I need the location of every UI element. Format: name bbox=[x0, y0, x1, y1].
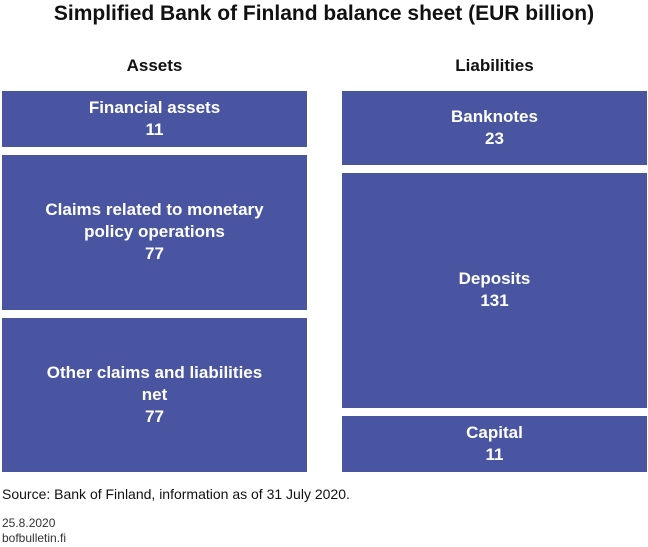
box-value: 23 bbox=[485, 129, 504, 149]
box-label: Deposits bbox=[458, 269, 531, 289]
date: 25.8.2020 bbox=[2, 516, 56, 530]
box-value: 131 bbox=[480, 291, 509, 311]
column: Liabilities Banknotes 23 Deposits 131 Capital… bbox=[342, 56, 647, 472]
box-label: Claims related to monetary policy operat… bbox=[45, 200, 264, 242]
column-header: Liabilities bbox=[455, 56, 534, 75]
box-label: Other claims and liabilities net bbox=[46, 362, 263, 404]
column: Assets Financial assets 11 Claims related t… bbox=[2, 56, 307, 472]
chart-title: Simplified Bank of Finland balance sheet… bbox=[53, 2, 595, 25]
box-value: 11 bbox=[485, 444, 504, 464]
box-label: Financial assets bbox=[88, 98, 221, 118]
box: Capital 11 bbox=[342, 415, 647, 472]
box: Financial assets 11 bbox=[2, 91, 307, 148]
box-value: 11 bbox=[145, 120, 164, 140]
box: Other claims and liabilities net 77 bbox=[2, 317, 307, 472]
column-header: Assets bbox=[126, 56, 183, 75]
box: Banknotes 23 bbox=[342, 91, 647, 166]
box: Deposits 131 bbox=[342, 173, 647, 408]
stack: Financial assets 11 Claims related to mone… bbox=[2, 91, 307, 472]
box-label: Banknotes bbox=[451, 107, 538, 127]
box-value: 77 bbox=[145, 406, 164, 426]
box: Claims related to monetary policy operat… bbox=[2, 155, 307, 310]
stack: Banknotes 23 Deposits 131 Capital 11 bbox=[342, 91, 647, 472]
site: bofbulletin.fi bbox=[2, 531, 67, 545]
box-label: Capital bbox=[466, 422, 523, 442]
box-value: 77 bbox=[145, 244, 164, 264]
source: Source: Bank of Finland, information as … bbox=[2, 486, 350, 502]
